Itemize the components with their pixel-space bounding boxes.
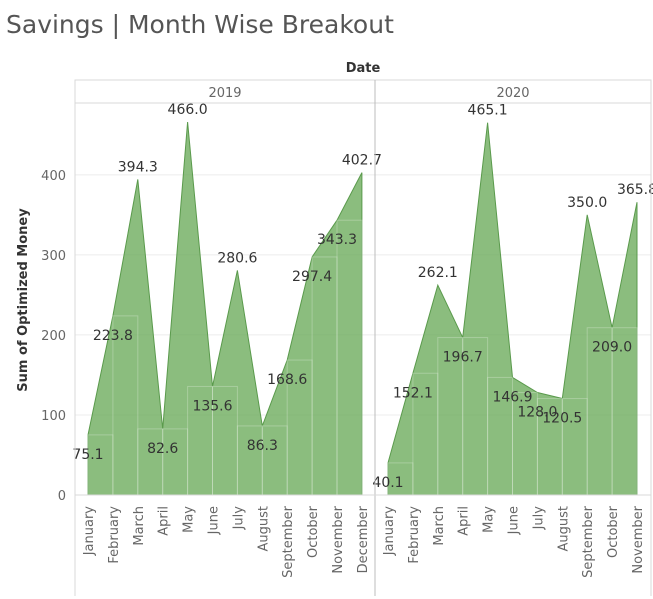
x-tick-label: March xyxy=(432,506,447,546)
data-label: 343.3 xyxy=(317,232,357,248)
x-tick-label: June xyxy=(207,506,222,535)
column-header: Date xyxy=(346,61,381,76)
data-label: 75.1 xyxy=(72,447,103,463)
data-label: 280.6 xyxy=(217,250,257,266)
panel-title-2019: 2019 xyxy=(208,86,241,101)
data-label: 402.7 xyxy=(342,153,382,169)
x-tick-label: April xyxy=(457,506,472,536)
x-tick-label: November xyxy=(331,505,346,573)
data-label: 394.3 xyxy=(118,159,158,175)
data-label: 128.0 xyxy=(517,405,557,421)
data-label: 86.3 xyxy=(247,438,278,454)
x-tick-label: July xyxy=(231,506,246,531)
x-tick-label: January xyxy=(382,506,397,557)
x-tick-label: April xyxy=(157,506,172,536)
x-tick-label: October xyxy=(306,505,321,558)
x-tick-label: August xyxy=(256,506,271,552)
data-label: 82.6 xyxy=(147,441,178,457)
data-label: 196.7 xyxy=(443,350,483,366)
x-tick-label: February xyxy=(407,506,422,564)
x-tick-label: November xyxy=(631,505,646,573)
area-series-2020 xyxy=(387,122,638,496)
data-label: 40.1 xyxy=(372,475,403,491)
data-label: 262.1 xyxy=(418,265,458,281)
y-tick-label: 100 xyxy=(41,409,66,424)
y-axis-label: Sum of Optimized Money xyxy=(16,208,31,392)
x-tick-label: January xyxy=(82,506,97,557)
x-tick-label: December xyxy=(356,505,371,573)
data-label: 297.4 xyxy=(292,269,332,285)
area-series-2019 xyxy=(87,121,363,496)
data-label: 365.8 xyxy=(617,182,653,198)
y-tick-label: 200 xyxy=(41,329,66,344)
x-tick-label: March xyxy=(132,506,147,546)
y-tick-label: 400 xyxy=(41,169,66,184)
data-label: 350.0 xyxy=(567,195,607,211)
page-title: Savings | Month Wise Breakout xyxy=(6,10,394,39)
x-tick-label: July xyxy=(531,506,546,531)
data-label: 223.8 xyxy=(93,328,133,344)
panel-title-2020: 2020 xyxy=(496,86,529,101)
data-label: 465.1 xyxy=(468,103,508,119)
data-label: 135.6 xyxy=(192,398,232,414)
x-tick-label: June xyxy=(507,506,522,535)
y-tick-label: 300 xyxy=(41,249,66,264)
data-label: 466.0 xyxy=(168,102,208,118)
data-label: 146.9 xyxy=(492,389,532,405)
x-tick-label: May xyxy=(182,506,197,533)
x-tick-label: May xyxy=(482,506,497,533)
data-label: 120.5 xyxy=(542,411,582,427)
data-label: 168.6 xyxy=(267,372,307,388)
data-label: 209.0 xyxy=(592,340,632,356)
x-tick-label: February xyxy=(107,506,122,564)
data-label: 152.1 xyxy=(393,385,433,401)
y-tick-label: 0 xyxy=(58,489,66,504)
x-tick-label: August xyxy=(556,506,571,552)
x-tick-label: October xyxy=(606,505,621,558)
x-tick-label: September xyxy=(281,505,296,578)
x-tick-label: September xyxy=(581,505,596,578)
